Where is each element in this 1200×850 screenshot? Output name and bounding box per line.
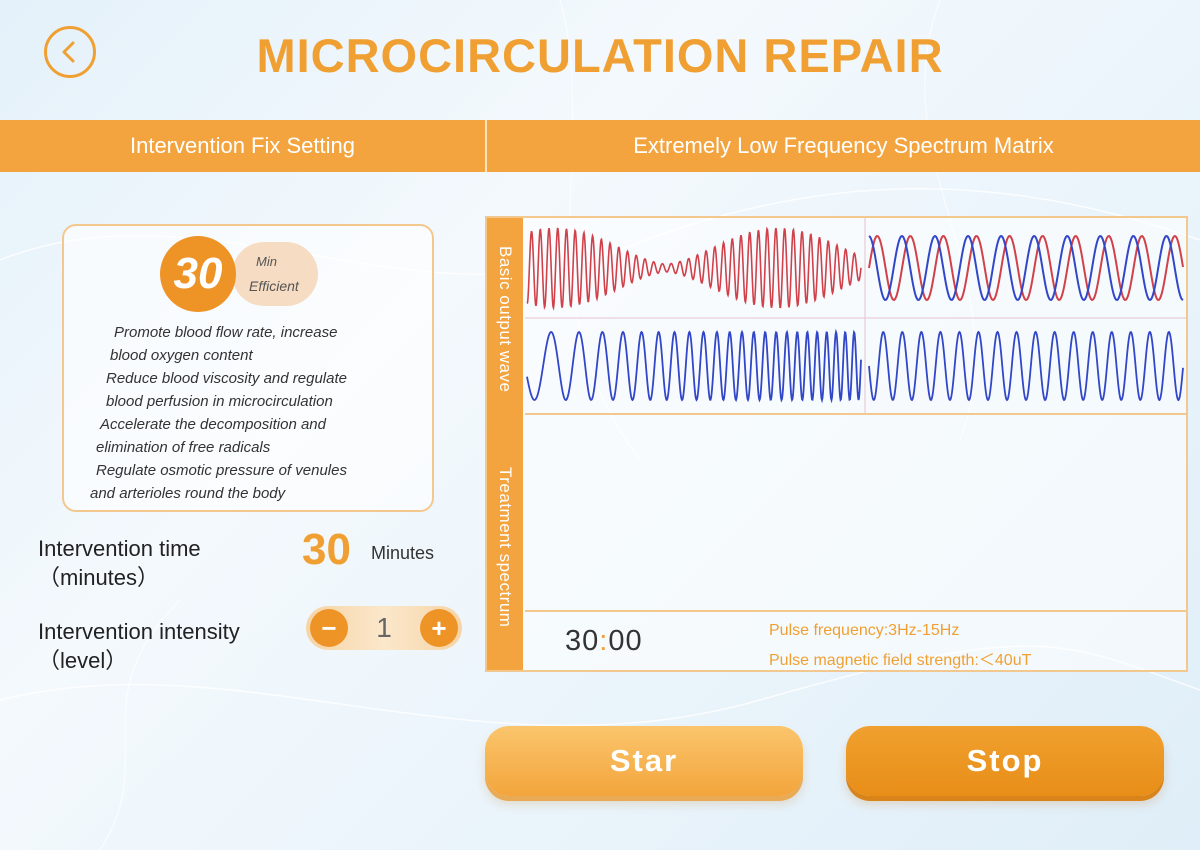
section-title-settings: Intervention Fix Setting — [0, 120, 487, 172]
spectrum-status-row: 30:00 Pulse frequency:3Hz-15Hz Pulse mag… — [525, 610, 1186, 672]
pulse-field-strength: Pulse magnetic field strength:＜40uT — [769, 652, 1032, 669]
timer-minutes: 30 — [565, 625, 600, 657]
section-header-bar: Intervention Fix Setting Extremely Low F… — [0, 120, 1200, 172]
intervention-time-label: Intervention time （minutes） — [38, 534, 201, 592]
waveform-sine-red — [868, 234, 1184, 302]
benefit-line: blood perfusion in microcirculation — [106, 393, 333, 410]
intervention-time-unit-hint: （minutes） — [38, 565, 160, 590]
badge-unit: Min — [256, 254, 277, 269]
duration-badge: 30 Min Efficient — [160, 236, 320, 312]
timer-separator: : — [599, 625, 609, 657]
benefit-line: elimination of free radicals — [96, 439, 271, 456]
intervention-time-value: 30 — [302, 525, 351, 574]
badge-background — [232, 242, 318, 306]
intervention-intensity-label: Intervention intensity （level） — [38, 617, 240, 675]
intensity-stepper: 1 − + — [306, 606, 462, 650]
waveform-display — [525, 218, 1186, 415]
page-title: MICROCIRCULATION REPAIR — [256, 29, 944, 82]
intervention-time-title: Intervention time — [38, 536, 201, 561]
chevron-left-icon — [62, 41, 75, 63]
minus-icon: − — [321, 613, 337, 643]
intervention-intensity-unit-hint: （level） — [38, 648, 128, 673]
intensity-increment-button[interactable]: + — [420, 609, 458, 647]
waveform-sine-blue — [868, 234, 1184, 302]
plus-icon: + — [431, 613, 447, 643]
benefit-line: and arterioles round the body — [90, 485, 286, 502]
benefit-line: blood oxygen content — [110, 347, 253, 364]
basic-output-wave-label: Basic output wave — [496, 245, 515, 393]
timer-seconds: 00 — [608, 625, 643, 657]
efficacy-card: 30 Min Efficient Promote blood flow rate… — [62, 224, 434, 512]
intensity-value: 1 — [376, 612, 392, 643]
benefit-line: Regulate osmotic pressure of venules — [96, 462, 347, 479]
waveform-modulated-red — [526, 226, 862, 311]
badge-value: 30 — [160, 236, 236, 312]
waveform-steady-blue — [868, 330, 1184, 402]
section-title-spectrum: Extremely Low Frequency Spectrum Matrix — [633, 133, 1054, 158]
spectrum-side-strip: Basic output wave Treatment spectrum — [487, 218, 523, 670]
waveform-frequency-sweep-blue — [526, 328, 862, 404]
spectrum-matrix-panel: Basic output wave Treatment spectrum 30:… — [485, 216, 1188, 672]
countdown-timer: 30:00 — [565, 625, 643, 658]
back-button[interactable] — [44, 26, 96, 78]
stop-button[interactable]: Stop — [846, 726, 1164, 796]
benefit-line: Reduce blood viscosity and regulate — [106, 370, 347, 387]
pulse-frequency: Pulse frequency:3Hz-15Hz — [769, 622, 960, 639]
intervention-time-unit: Minutes — [371, 543, 435, 563]
benefit-line: Promote blood flow rate, increase — [114, 324, 338, 341]
treatment-spectrum-label: Treatment spectrum — [496, 466, 515, 628]
badge-caption: Efficient — [249, 278, 299, 294]
intervention-intensity-title: Intervention intensity — [38, 619, 240, 644]
intensity-decrement-button[interactable]: − — [310, 609, 348, 647]
benefit-line: Accelerate the decomposition and — [100, 416, 326, 433]
start-button[interactable]: Star — [485, 726, 803, 796]
